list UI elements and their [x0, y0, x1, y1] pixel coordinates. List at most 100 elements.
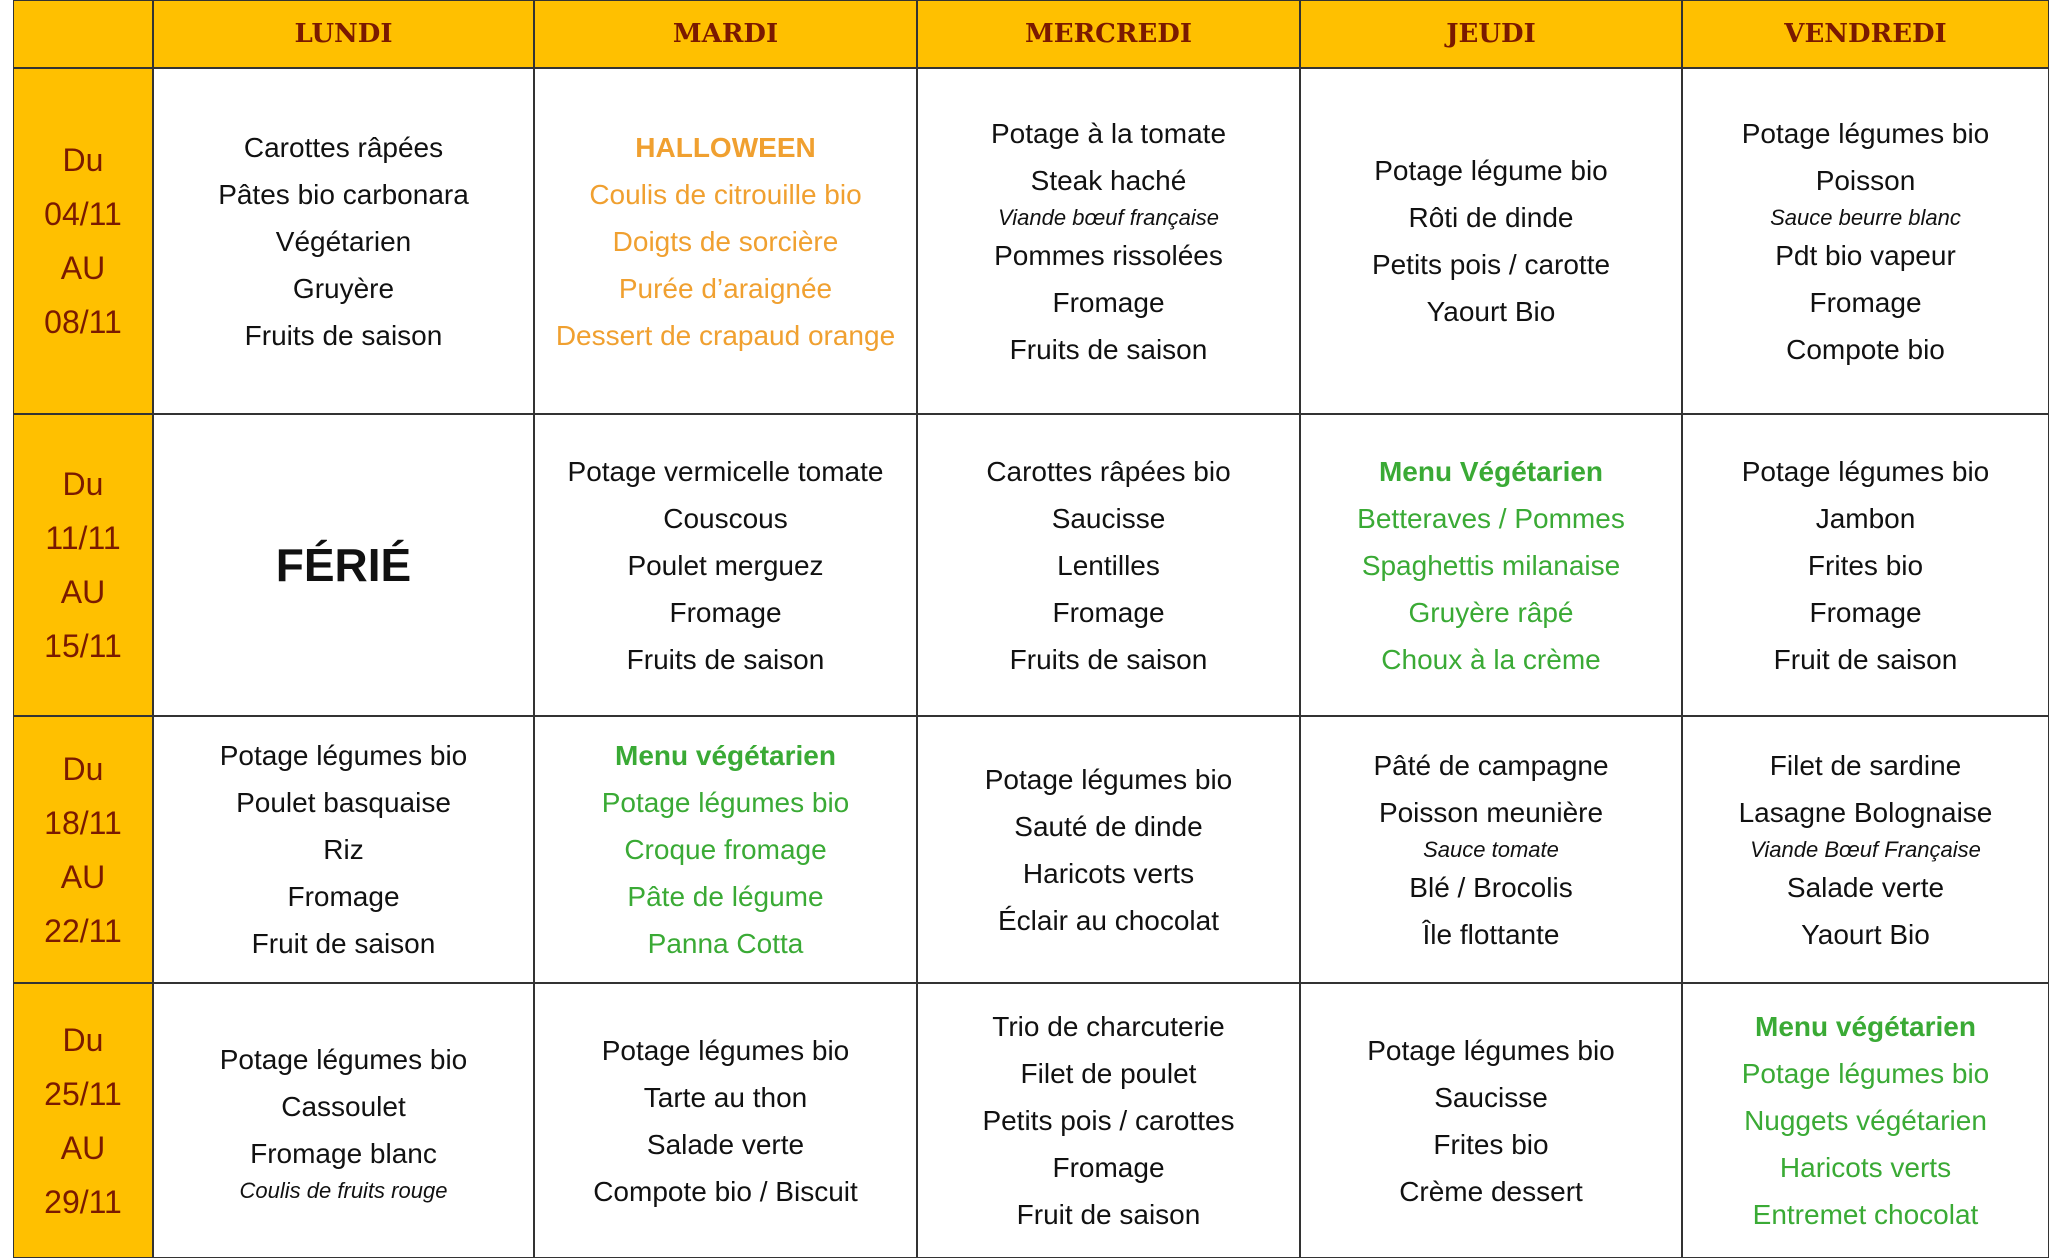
menu-item: Potage légumes bio	[984, 763, 1233, 795]
week-label: 04/11	[44, 196, 122, 232]
menu-item: Compote bio	[1786, 333, 1945, 365]
menu-item: Gruyère râpé	[1408, 596, 1574, 628]
menu-item: Pommes rissolées	[994, 239, 1223, 271]
menu-item: Menu végétarien	[615, 740, 836, 771]
menu-item: Petits pois / carottes	[982, 1105, 1235, 1136]
menu-item: Lasagne Bolognaise	[1738, 796, 1993, 828]
week-label: 08/11	[44, 304, 122, 340]
week-cell: Du 04/11 AU 08/11	[13, 68, 153, 414]
menu-item: Crème dessert	[1399, 1175, 1583, 1207]
day-header: LUNDI	[153, 0, 534, 68]
menu-item: Éclair au chocolat	[997, 904, 1219, 936]
week-label: AU	[60, 1129, 106, 1166]
menu-item: Poisson	[1815, 164, 1916, 196]
menu-item: Cassoulet	[281, 1091, 406, 1122]
menu-item: Rôti de dinde	[1408, 202, 1574, 233]
menu-item: Potage légumes bio	[1367, 1034, 1615, 1066]
menu-cell: Potage légumes bio Sauté de dinde Haricots…	[917, 716, 1300, 983]
week-label: Du	[62, 466, 104, 502]
week-label: 29/11	[44, 1183, 122, 1220]
menu-item: Viande Bœuf Française	[1750, 836, 1981, 862]
menu-cell: Potage légumes bio Poulet basquaise Riz Fro…	[153, 716, 534, 983]
menu-item: Menu Végétarien	[1378, 455, 1604, 487]
menu-cell: Potage légumes bio Tarte au thon Salade ve…	[534, 983, 917, 1258]
menu-item: Blé / Brocolis	[1409, 871, 1573, 903]
menu-item: Fromage	[287, 881, 400, 912]
menu-item: Poisson meunière	[1378, 796, 1604, 828]
week-label: 11/11	[45, 520, 121, 556]
menu-item: Choux à la crème	[1381, 643, 1601, 675]
menu-cell: Menu végétarien Potage légumes bio Croque …	[534, 716, 917, 983]
menu-item: Frites bio	[1433, 1128, 1549, 1160]
menu-item: Potage légumes bio	[219, 1044, 468, 1075]
menu-item: Dessert de crapaud orange	[555, 319, 896, 351]
week-label: Du	[62, 1021, 104, 1058]
menu-item: Fruits de saison	[1009, 643, 1208, 675]
menu-item: Entremet chocolat	[1752, 1199, 1979, 1230]
menu-cell: Potage à la tomate Steak haché Viande bœuf…	[917, 68, 1300, 414]
menu-item: Yaourt Bio	[1801, 918, 1930, 950]
week-label: AU	[60, 250, 106, 286]
menu-cell: Menu végétarien Potage légumes bio Nuggets…	[1682, 983, 2049, 1258]
menu-item: Pdt bio vapeur	[1775, 239, 1956, 271]
menu-item: Purée d’araignée	[618, 272, 833, 304]
menu-item: Coulis de citrouille bio	[589, 178, 862, 210]
menu-item: Poulet merguez	[627, 549, 824, 581]
week-label: 15/11	[44, 628, 122, 664]
menu-item: Filet de sardine	[1769, 749, 1962, 781]
menu-item: Potage légumes bio	[601, 787, 850, 818]
menu-cell: Potage légumes bio Saucisse Frites bio Crèm…	[1300, 983, 1682, 1258]
day-label: MERCREDI	[1024, 19, 1193, 49]
menu-item: Sauté de dinde	[1014, 810, 1203, 842]
day-label: JEUDI	[1446, 19, 1536, 49]
menu-item: Fruits de saison	[1009, 333, 1208, 365]
day-header: MARDI	[534, 0, 917, 68]
menu-item: FÉRIÉ	[275, 538, 412, 591]
menu-item: Fruit de saison	[1016, 1199, 1201, 1230]
menu-cell: Potage légumes bio Cassoulet Fromage blanc…	[153, 983, 534, 1258]
menu-item: Fruits de saison	[626, 643, 825, 675]
menu-item: Croque fromage	[624, 834, 827, 865]
menu-item: Frites bio	[1807, 549, 1924, 581]
day-header: VENDREDI	[1682, 0, 2049, 68]
menu-item: Gruyère	[292, 272, 395, 304]
menu-item: Tarte au thon	[643, 1081, 808, 1113]
corner-cell	[13, 0, 153, 68]
menu-cell: HALLOWEEN Coulis de citrouille bio Doigts …	[534, 68, 917, 414]
menu-item: Saucisse	[1051, 502, 1166, 534]
week-label: 25/11	[44, 1075, 122, 1112]
day-label: LUNDI	[294, 19, 393, 49]
menu-item: Fruit de saison	[251, 928, 436, 959]
menu-item: Filet de poulet	[1020, 1058, 1197, 1089]
menu-item: Viande bœuf française	[998, 204, 1219, 230]
menu-item: Carottes râpées bio	[986, 455, 1231, 487]
week-label: Du	[62, 142, 104, 178]
menu-item: Compote bio / Biscuit	[593, 1175, 858, 1207]
menu-item: Potage vermicelle tomate	[567, 455, 884, 487]
menu-cell: Carottes râpées bio Saucisse Lentilles From…	[917, 414, 1300, 716]
menu-item: Haricots verts	[1779, 1152, 1952, 1183]
menu-item: Jambon	[1815, 502, 1916, 534]
menu-item: Fromage	[669, 596, 782, 628]
menu-cell: Menu Végétarien Betteraves / Pommes Spaghe…	[1300, 414, 1682, 716]
menu-cell: Trio de charcuterie Filet de poulet Petits…	[917, 983, 1300, 1258]
menu-item: Steak haché	[1030, 164, 1187, 196]
menu-cell: Filet de sardine Lasagne Bolognaise Viande…	[1682, 716, 2049, 983]
menu-item: Fruits de saison	[244, 319, 443, 351]
menu-item: Lentilles	[1057, 549, 1160, 581]
menu-item: Fromage	[1809, 596, 1922, 628]
menu-item: Sauce tomate	[1423, 836, 1559, 862]
menu-item: Trio de charcuterie	[992, 1011, 1225, 1042]
menu-item: Petits pois / carotte	[1371, 249, 1611, 280]
menu-item: Potage légumes bio	[1741, 1058, 1990, 1089]
menu-item: Potage légumes bio	[1741, 117, 1990, 149]
menu-item: Saucisse	[1434, 1081, 1548, 1113]
menu-item: Nuggets végétarien	[1744, 1105, 1987, 1136]
menu-item: Végétarien	[275, 225, 412, 257]
menu-item: Salade verte	[1786, 871, 1945, 903]
menu-item: Panna Cotta	[647, 928, 804, 959]
menu-item: Pâtes bio carbonara	[218, 178, 469, 210]
menu-item: Spaghettis milanaise	[1361, 549, 1621, 581]
menu-item: Fromage	[1052, 596, 1165, 628]
